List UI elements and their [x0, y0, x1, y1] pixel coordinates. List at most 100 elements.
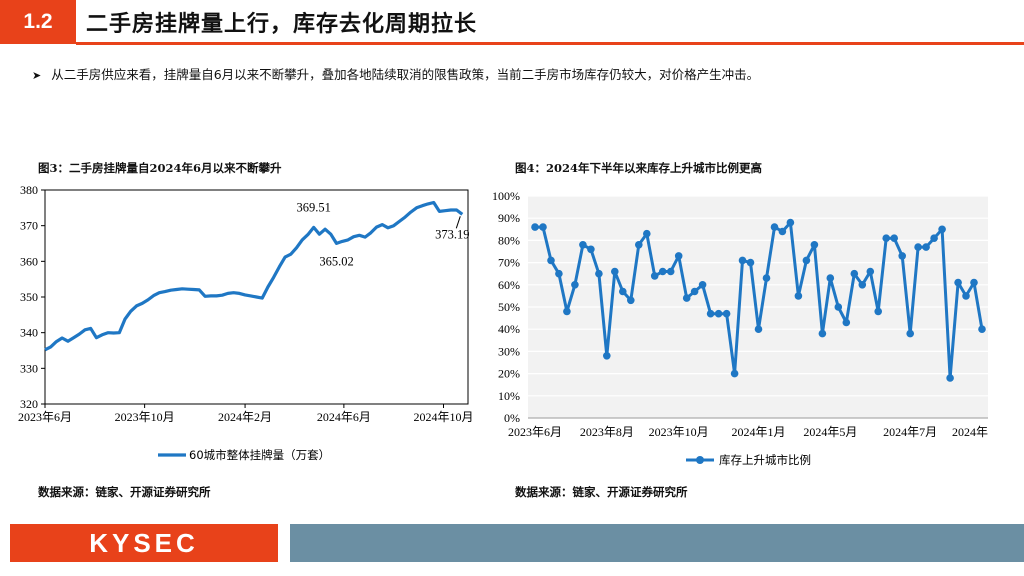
y-tick-label: 90% — [498, 211, 520, 225]
x-tick-label: 2024年10月 — [413, 410, 473, 424]
data-point — [595, 269, 603, 278]
data-point — [866, 267, 875, 276]
figure3-title: 图3：二手房挂牌量自2024年6月以来不断攀升 — [38, 161, 282, 175]
data-point — [635, 241, 643, 249]
x-tick-label: 2024年2月 — [218, 410, 272, 424]
data-point — [627, 296, 635, 305]
inventory-ratio-chart: 0% 10% 20% 30% 40% 50% 60% 70% 80% 90% 100% 2023年6月… — [492, 189, 988, 467]
data-point — [802, 256, 811, 265]
data-point — [778, 227, 787, 236]
data-point — [579, 241, 587, 249]
y-tick-label: 350 — [20, 290, 38, 304]
header-divider — [76, 42, 1024, 45]
data-point — [962, 292, 970, 300]
data-point — [890, 234, 898, 242]
data-label: 369.51 — [296, 200, 330, 214]
page-title: 二手房挂牌量上行，库存去化周期拉长 — [86, 12, 478, 37]
x-tick-label: 2023年6月 — [508, 425, 562, 439]
data-point — [882, 234, 890, 242]
x-tick-label: 2024年10月 — [952, 425, 988, 439]
data-point — [682, 294, 691, 302]
data-point — [698, 281, 707, 289]
data-point — [906, 329, 914, 338]
data-point — [643, 229, 651, 238]
y-tick-label: 80% — [498, 233, 520, 247]
data-point — [850, 269, 859, 278]
x-tick-label: 2024年5月 — [803, 425, 857, 439]
data-point — [842, 318, 851, 327]
x-tick-label: 2023年6月 — [18, 410, 72, 424]
bullet-point: ➤ 从二手房供应来看，挂牌量自6月以来不断攀升，叠加各地陆续取消的限售政策，当前二… — [32, 64, 759, 83]
data-point — [658, 267, 667, 276]
data-point — [587, 245, 595, 254]
data-point — [786, 218, 795, 227]
data-point — [674, 252, 683, 260]
data-point — [714, 309, 723, 318]
data-point — [922, 243, 930, 251]
y-tick-label: 380 — [20, 183, 38, 197]
series-line-listing-volume — [44, 200, 464, 352]
figure3-source: 数据来源：链家、开源证券研究所 — [38, 485, 211, 499]
data-point — [762, 274, 771, 282]
figure4-title: 图4：2024年下半年以来库存上升城市比例更高 — [515, 161, 763, 175]
data-point — [738, 256, 747, 265]
data-point — [555, 269, 563, 278]
y-tick-label: 70% — [498, 256, 520, 270]
data-point — [954, 278, 962, 287]
data-point — [794, 292, 803, 300]
data-point — [563, 307, 571, 316]
data-point — [650, 272, 659, 280]
data-point — [531, 223, 539, 231]
data-point — [619, 287, 627, 296]
y-tick-label: 370 — [20, 219, 38, 233]
y-tick-label: 20% — [498, 367, 520, 381]
x-tick-label: 2024年1月 — [731, 425, 785, 439]
y-tick-label: 40% — [498, 322, 520, 336]
y-tick-label: 60% — [498, 278, 520, 292]
y-tick-label: 50% — [498, 300, 520, 314]
data-point — [914, 243, 922, 251]
data-point — [810, 241, 819, 249]
data-point — [666, 267, 675, 276]
listing-volume-chart: 320 330 340 350 360 370 380 2023年6月 2023年10月 2024… — [18, 183, 474, 462]
kysec-logo-text: KYSEC — [89, 527, 199, 558]
data-point — [834, 303, 843, 311]
data-point — [874, 307, 882, 316]
data-point — [930, 234, 938, 242]
x-tick-label: 2023年10月 — [115, 410, 175, 424]
bullet-text: 从二手房供应来看，挂牌量自6月以来不断攀升，叠加各地陆续取消的限售政策，当前二手… — [51, 67, 760, 82]
y-tick-label: 0% — [504, 411, 520, 425]
legend-label: 60城市整体挂牌量（万套） — [189, 448, 330, 462]
x-tick-label: 2024年7月 — [883, 425, 937, 439]
y-tick-label: 360 — [20, 254, 38, 268]
data-label: 373.19 — [435, 227, 469, 241]
data-point — [946, 374, 954, 382]
y-tick-label: 340 — [20, 326, 38, 340]
x-tick-label: 2023年8月 — [580, 425, 634, 439]
y-tick-label: 10% — [498, 389, 520, 403]
y-tick-label: 100% — [492, 189, 520, 203]
data-point — [898, 252, 906, 260]
footer-bar — [290, 524, 1024, 562]
y-tick-label: 330 — [20, 361, 38, 375]
data-point — [539, 223, 547, 231]
data-label: 365.02 — [319, 254, 353, 268]
y-tick-label: 320 — [20, 397, 38, 411]
data-point — [690, 287, 699, 296]
figure4-source: 数据来源：链家、开源证券研究所 — [515, 485, 688, 499]
data-point — [547, 256, 555, 265]
kysec-logo: KYSEC — [10, 524, 278, 562]
x-tick-label: 2024年6月 — [317, 410, 371, 424]
x-tick-label: 2023年10月 — [649, 425, 709, 439]
legend-label: 库存上升城市比例 — [719, 453, 811, 467]
data-point — [970, 278, 978, 287]
data-point — [746, 258, 755, 267]
legend-swatch-marker — [696, 456, 704, 464]
data-point — [611, 267, 619, 276]
data-point — [826, 274, 835, 282]
data-point — [818, 329, 827, 338]
y-tick-label: 30% — [498, 344, 520, 358]
data-point — [858, 281, 867, 289]
data-point — [706, 309, 715, 318]
data-point — [978, 325, 986, 333]
